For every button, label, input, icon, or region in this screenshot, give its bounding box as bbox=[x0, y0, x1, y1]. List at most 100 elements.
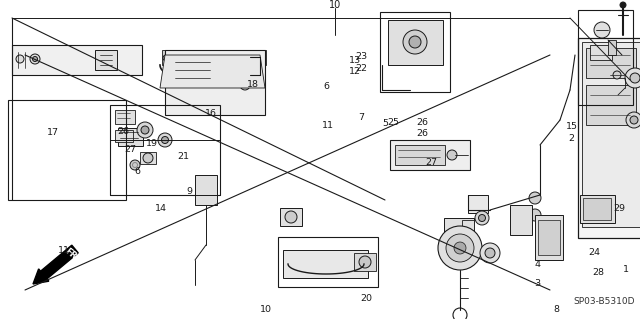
Text: 17: 17 bbox=[47, 128, 58, 137]
Bar bbox=[510, 205, 532, 235]
Circle shape bbox=[475, 211, 489, 225]
Text: 10: 10 bbox=[329, 0, 341, 10]
Text: 27: 27 bbox=[426, 158, 437, 167]
Circle shape bbox=[409, 36, 421, 48]
Bar bbox=[280, 208, 302, 226]
Bar bbox=[283, 250, 368, 278]
Bar bbox=[220, 62, 250, 82]
Bar bbox=[95, 50, 117, 70]
Circle shape bbox=[359, 256, 371, 268]
Text: 21: 21 bbox=[178, 152, 189, 161]
Bar bbox=[115, 130, 133, 142]
Circle shape bbox=[163, 55, 169, 61]
Bar bbox=[278, 237, 378, 287]
Text: 1: 1 bbox=[623, 265, 629, 274]
Bar bbox=[195, 175, 217, 205]
Bar bbox=[258, 50, 266, 65]
Circle shape bbox=[479, 214, 486, 221]
Text: 6: 6 bbox=[323, 82, 330, 91]
Circle shape bbox=[141, 126, 149, 134]
Bar bbox=[580, 195, 615, 223]
Circle shape bbox=[630, 73, 640, 83]
Text: 26: 26 bbox=[118, 127, 129, 136]
Bar bbox=[608, 40, 616, 55]
Text: 22: 22 bbox=[356, 64, 367, 73]
Text: SP03-B5310D: SP03-B5310D bbox=[573, 298, 634, 307]
Circle shape bbox=[485, 248, 495, 258]
Circle shape bbox=[259, 55, 265, 61]
Circle shape bbox=[403, 30, 427, 54]
Bar bbox=[110, 140, 220, 195]
Polygon shape bbox=[160, 55, 265, 88]
Bar bbox=[388, 20, 443, 65]
Text: 8: 8 bbox=[554, 305, 560, 314]
Bar bbox=[380, 12, 450, 92]
Bar bbox=[140, 152, 156, 164]
Text: 20: 20 bbox=[360, 294, 372, 303]
Bar bbox=[586, 85, 636, 125]
Text: 29: 29 bbox=[614, 204, 625, 213]
Bar bbox=[354, 253, 376, 271]
Bar bbox=[578, 10, 633, 105]
Circle shape bbox=[438, 226, 482, 270]
Bar bbox=[468, 195, 488, 213]
Bar bbox=[578, 38, 640, 238]
Circle shape bbox=[285, 211, 297, 223]
Text: 4: 4 bbox=[534, 260, 541, 269]
FancyArrow shape bbox=[33, 245, 78, 284]
Circle shape bbox=[161, 137, 168, 144]
Bar bbox=[444, 218, 474, 233]
Bar bbox=[110, 105, 220, 195]
Circle shape bbox=[16, 55, 24, 63]
Text: 18: 18 bbox=[247, 80, 259, 89]
Circle shape bbox=[480, 243, 500, 263]
Bar bbox=[586, 48, 636, 78]
Text: 27: 27 bbox=[125, 145, 136, 154]
Circle shape bbox=[613, 71, 621, 79]
Text: 11: 11 bbox=[322, 121, 333, 130]
Circle shape bbox=[529, 209, 541, 221]
Bar bbox=[582, 42, 640, 227]
Bar bbox=[390, 140, 470, 170]
Circle shape bbox=[630, 116, 638, 124]
Bar bbox=[462, 220, 474, 236]
Text: 23: 23 bbox=[356, 52, 367, 61]
Text: 10: 10 bbox=[260, 305, 272, 314]
Text: 5: 5 bbox=[382, 119, 388, 128]
Text: 28: 28 bbox=[593, 268, 604, 277]
Bar bbox=[583, 198, 611, 220]
Circle shape bbox=[143, 153, 153, 163]
Circle shape bbox=[626, 112, 640, 128]
Circle shape bbox=[454, 242, 466, 254]
Bar bbox=[162, 50, 170, 65]
Circle shape bbox=[594, 22, 610, 38]
Circle shape bbox=[130, 160, 140, 170]
Text: 2: 2 bbox=[568, 134, 575, 143]
Bar bbox=[172, 57, 217, 87]
Text: 14: 14 bbox=[156, 204, 167, 213]
Text: 19: 19 bbox=[146, 139, 157, 148]
Text: 26: 26 bbox=[417, 129, 428, 138]
Circle shape bbox=[529, 192, 541, 204]
Text: 3: 3 bbox=[534, 279, 541, 288]
Text: 13: 13 bbox=[349, 56, 360, 65]
Bar bbox=[395, 145, 445, 165]
Text: 6: 6 bbox=[134, 167, 141, 176]
Text: 16: 16 bbox=[205, 109, 217, 118]
Circle shape bbox=[33, 56, 38, 62]
Text: 7: 7 bbox=[358, 113, 364, 122]
Text: 26: 26 bbox=[417, 118, 428, 127]
Text: FR.: FR. bbox=[63, 247, 81, 263]
Circle shape bbox=[447, 150, 457, 160]
Bar bbox=[165, 50, 265, 115]
Circle shape bbox=[446, 234, 474, 262]
Text: 25: 25 bbox=[387, 118, 399, 127]
Circle shape bbox=[625, 68, 640, 88]
Bar bbox=[8, 100, 126, 200]
Bar bbox=[118, 128, 143, 146]
Text: 15: 15 bbox=[566, 122, 577, 130]
Circle shape bbox=[240, 80, 250, 90]
Text: 11: 11 bbox=[58, 246, 70, 255]
Circle shape bbox=[620, 2, 626, 8]
Bar bbox=[12, 45, 142, 75]
